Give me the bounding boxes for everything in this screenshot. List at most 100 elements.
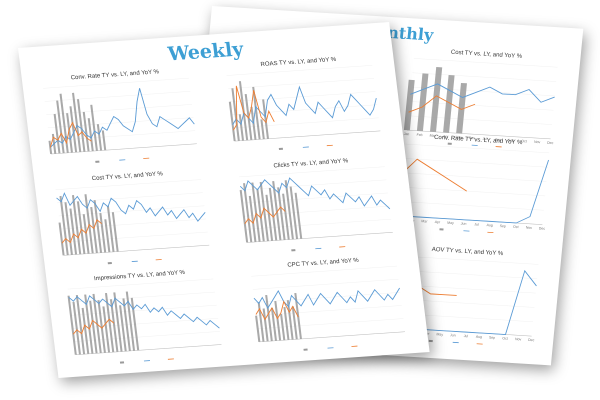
x-tick-label: Jun: [469, 136, 475, 140]
gridline: [239, 166, 385, 178]
yoy-bar: [272, 181, 282, 241]
x-tick-label: Nov: [515, 337, 522, 341]
gridline: [60, 218, 207, 230]
yoy-bar: [248, 195, 257, 242]
yoy-bar: [48, 140, 53, 155]
gridline: [256, 305, 402, 316]
yoy-bar: [283, 306, 290, 340]
x-tick-label: Jan: [403, 132, 409, 136]
gridline: [233, 117, 379, 129]
x-tick-label: Sep: [508, 138, 515, 142]
ly-series-line: [239, 177, 391, 210]
x-tick-label: May: [436, 332, 443, 336]
gridline: [72, 318, 219, 329]
x-axis: [51, 143, 197, 155]
gridline: [405, 143, 550, 154]
gridline: [61, 231, 208, 243]
gridline: [44, 91, 191, 102]
yoy-bar: [104, 219, 111, 253]
legend-swatch-yoy: [95, 160, 100, 163]
yoy-bar: [291, 306, 298, 340]
chart-svg: Cost TY vs. LY, and YoY % Jan Feb Mar Apr May…: [403, 50, 558, 148]
x-tick-label: Aug: [495, 138, 502, 142]
yoy-bar: [255, 315, 261, 342]
yoy-bar: [72, 301, 81, 355]
x-tick-label: Sep: [499, 224, 506, 228]
yoy-bar: [268, 187, 278, 241]
chart-title: AOV TY vs. LY, and YoY %: [431, 247, 504, 257]
chart-title: Cost TY vs. LY, and YoY %: [451, 50, 523, 60]
legend-swatch-yoy: [303, 348, 308, 351]
x-tick-label: Jun: [461, 222, 467, 226]
yoy-bar: [93, 200, 103, 253]
yoy-bar: [243, 183, 253, 243]
ly-series-line: [68, 295, 220, 329]
yoy-bar: [228, 101, 236, 142]
yoy-bar: [130, 297, 140, 351]
yoy-bar: [96, 124, 103, 151]
legend-swatch-yoy: [278, 147, 284, 151]
yoy-bar: [58, 222, 65, 256]
yoy-bar: [71, 92, 82, 152]
gridline: [226, 65, 373, 76]
yoy-bar: [53, 113, 61, 154]
ly-series-line: [253, 287, 401, 310]
yoy-bar: [111, 212, 119, 252]
yoy-bar: [109, 299, 119, 352]
yoy-bar: [59, 195, 69, 256]
ty-series-line: [232, 85, 275, 131]
ly-series-line: [398, 159, 550, 224]
yoy-bar: [277, 187, 286, 240]
ly-series-line: [232, 85, 377, 126]
yoy-bar: [260, 119, 265, 140]
yoy-bar: [87, 118, 94, 152]
gridline: [228, 78, 374, 89]
yoy-bar: [280, 313, 286, 341]
gridline: [231, 104, 378, 116]
chart-svg: Impressions TY vs. LY, and YoY %: [67, 270, 222, 364]
chart-svg: ROAS TY vs. LY, and YoY %: [226, 57, 381, 151]
x-tick-label: Sep: [489, 336, 496, 340]
gridline: [243, 205, 390, 217]
ly-series-line: [50, 88, 195, 148]
weekly-impressions-chart: Impressions TY vs. LY, and YoY %: [50, 264, 240, 374]
x-tick-label: Aug: [476, 335, 483, 339]
gridline: [257, 318, 404, 329]
x-tick-label: Apr: [435, 220, 442, 224]
gridline: [399, 201, 544, 211]
legend-swatch-yoy: [119, 361, 125, 364]
weekly-cost-chart: Cost TY vs. LY, and YoY %: [38, 165, 228, 275]
x-tick-label: Jul: [463, 334, 468, 338]
yoy-bar: [67, 295, 77, 355]
yoy-bar: [59, 93, 69, 153]
ly-series-line: [410, 83, 555, 103]
gridline: [254, 292, 401, 303]
yoy-bar: [289, 186, 299, 240]
yoy-bar: [82, 214, 90, 254]
gridline: [251, 265, 397, 277]
yoy-bar: [113, 292, 123, 352]
ty-series-line: [72, 318, 115, 335]
gridline: [55, 179, 202, 190]
yoy-bar: [262, 308, 269, 342]
ly-series-line: [56, 192, 206, 222]
yoy-bar: [104, 292, 115, 353]
gridline: [413, 58, 558, 68]
chart-svg: Conv. Rate TY vs. LY, and YoY %: [43, 69, 197, 163]
yoy-bar: [76, 99, 86, 152]
x-tick-label: Oct: [513, 225, 519, 229]
gridline: [242, 192, 388, 204]
x-axis: [247, 232, 393, 243]
yoy-bar: [231, 88, 240, 141]
chart-title: ROAS TY vs. LY, and YoY %: [260, 57, 337, 68]
yoy-bar: [294, 192, 303, 239]
chart-title: Conv. Rate TY vs. LY, and YoY %: [70, 69, 160, 81]
yoy-bar: [265, 194, 274, 241]
yoy-bar: [82, 111, 90, 152]
yoy-bar: [84, 294, 94, 354]
yoy-bar: [416, 73, 429, 132]
x-tick-label: Jul: [474, 222, 479, 226]
x-tick-label: Apr: [443, 134, 450, 138]
yoy-bar: [71, 195, 82, 255]
gridline: [43, 77, 189, 89]
